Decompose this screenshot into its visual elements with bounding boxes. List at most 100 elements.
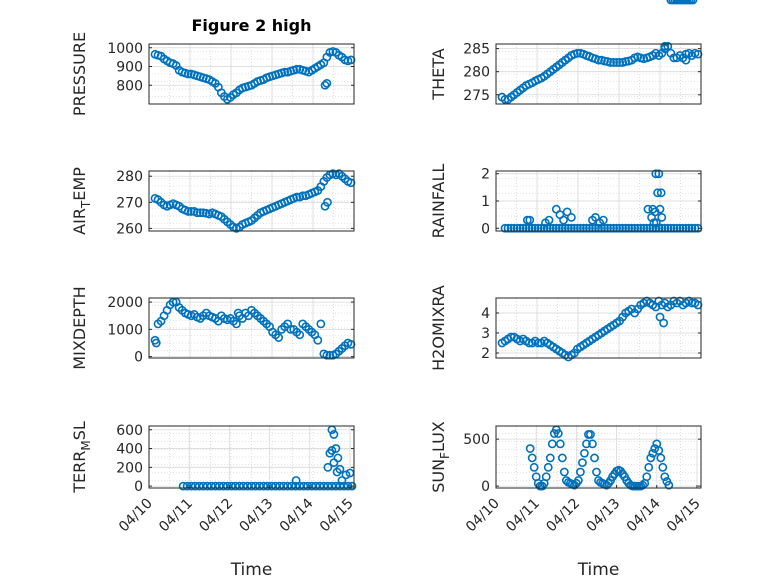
data-point <box>255 481 264 491</box>
data-series <box>500 169 703 233</box>
y-tick-label: 1 <box>481 194 490 210</box>
data-point <box>206 481 216 491</box>
data-point <box>274 333 284 342</box>
data-point <box>548 223 558 233</box>
data-point <box>582 223 591 233</box>
data-point <box>512 223 522 233</box>
data-point <box>566 223 576 233</box>
data-point <box>503 223 513 233</box>
data-point <box>316 319 326 329</box>
data-point <box>183 69 193 79</box>
data-point <box>346 339 356 349</box>
data-series <box>150 297 356 360</box>
y-tick-label: 200 <box>116 460 143 476</box>
data-point <box>222 481 232 491</box>
data-point <box>693 223 703 233</box>
y-tick-label: 600 <box>116 423 143 439</box>
data-point <box>544 215 554 225</box>
data-point <box>331 481 341 491</box>
data-point <box>636 223 646 233</box>
data-point <box>307 481 317 491</box>
data-point <box>660 223 670 233</box>
y-tick-label: 500 <box>463 432 490 448</box>
subplot-air_temp: 260 270 280 AIRTEMP <box>70 167 356 237</box>
y-axis-label: SUNFLUX <box>429 421 452 493</box>
axes-frame <box>495 425 702 489</box>
y-axis-label-sub: T <box>79 200 93 209</box>
data-point <box>598 215 608 225</box>
y-axis-label-main: AIR <box>70 208 89 235</box>
data-point <box>280 67 290 77</box>
data-point <box>560 223 570 233</box>
data-point <box>291 481 301 491</box>
data-point <box>313 335 323 345</box>
y-tick-label: 0 <box>481 221 490 237</box>
data-point <box>198 481 208 491</box>
data-point <box>539 223 549 233</box>
x-tick-label: 04/12 <box>543 496 583 536</box>
grid <box>149 426 354 488</box>
y-tick-label: 3 <box>481 326 490 342</box>
data-point <box>693 49 703 59</box>
data-point <box>299 481 309 491</box>
data-point <box>239 481 248 491</box>
data-point <box>675 223 685 233</box>
data-point <box>591 223 600 233</box>
data-point <box>688 0 698 5</box>
y-tick-label: 2000 <box>107 295 143 311</box>
data-point <box>182 481 192 491</box>
axes-frame <box>148 170 355 232</box>
data-series <box>150 169 356 233</box>
data-point <box>693 300 703 310</box>
data-point <box>657 212 667 222</box>
y-axis-label-rest: EMP <box>70 167 89 201</box>
data-point <box>609 223 618 233</box>
y-axis-label: THETA <box>429 48 448 100</box>
y-tick-label: 285 <box>463 42 490 58</box>
data-series <box>150 47 356 104</box>
data-point <box>643 204 653 214</box>
data-point <box>251 481 260 491</box>
data-point <box>527 453 537 463</box>
data-point <box>569 223 579 233</box>
data-point <box>650 207 660 217</box>
data-point <box>279 481 289 491</box>
data-point <box>323 481 333 491</box>
data-point <box>315 481 325 491</box>
data-point <box>666 223 676 233</box>
data-point <box>545 453 555 463</box>
data-point <box>319 481 329 491</box>
x-tick-label: 04/11 <box>156 496 196 536</box>
data-point <box>263 481 272 491</box>
data-point <box>582 439 591 449</box>
data-point <box>346 55 356 65</box>
x-tick-label: 04/14 <box>277 495 317 535</box>
data-series <box>497 41 703 104</box>
data-point <box>291 476 301 485</box>
data-point <box>227 481 236 491</box>
y-tick-label: 270 <box>116 195 143 211</box>
data-point <box>644 462 654 472</box>
y-tick-label: 4 <box>481 306 490 322</box>
data-point <box>645 223 655 233</box>
data-point <box>337 476 347 485</box>
data-point <box>524 223 534 233</box>
data-point <box>658 462 668 472</box>
data-point <box>327 481 337 491</box>
data-point <box>323 197 332 207</box>
data-point <box>651 218 661 228</box>
data-point <box>591 212 600 222</box>
data-point <box>639 223 649 233</box>
data-point <box>183 207 193 216</box>
y-tick-label: 1000 <box>107 322 143 338</box>
data-point <box>612 58 621 67</box>
data-point <box>551 223 561 233</box>
data-point <box>527 223 537 233</box>
grid <box>149 44 354 104</box>
data-point <box>646 453 656 463</box>
data-point <box>323 462 333 472</box>
data-point <box>590 453 599 463</box>
data-point <box>235 481 244 491</box>
data-point <box>271 481 281 491</box>
data-point <box>603 223 612 233</box>
